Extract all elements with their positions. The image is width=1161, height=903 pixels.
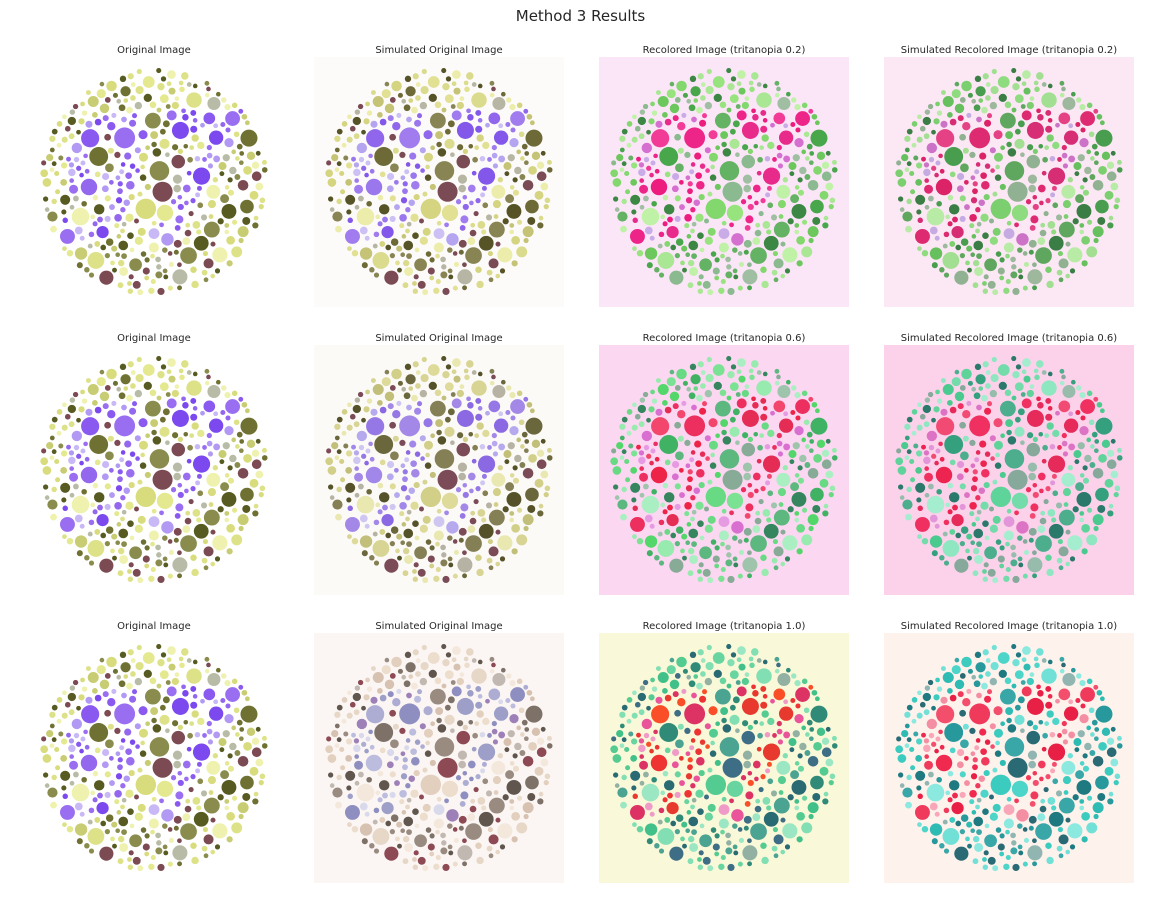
ishihara-plate-image (314, 633, 564, 883)
subplot-title: Original Image (117, 621, 191, 632)
ishihara-plate-image (29, 345, 279, 595)
subplot-title: Simulated Recolored Image (tritanopia 1.… (900, 621, 1118, 632)
ishihara-plate-image (884, 633, 1134, 883)
ishihara-plate-image (599, 57, 849, 307)
ishihara-plate-image (314, 57, 564, 307)
subplot-r2c1: Simulated Original Image (314, 607, 564, 883)
ishihara-plate-image (29, 57, 279, 307)
ishihara-plate-image (884, 57, 1134, 307)
subplot-r1c1: Simulated Original Image (314, 319, 564, 595)
subplot-r0c2: Recolored Image (tritanopia 0.2) (599, 31, 849, 307)
subplot-title: Simulated Recolored Image (tritanopia 0.… (900, 333, 1118, 344)
subplot-r2c2: Recolored Image (tritanopia 1.0) (599, 607, 849, 883)
subplot-title: Recolored Image (tritanopia 0.2) (642, 45, 806, 56)
ishihara-plate-image (599, 345, 849, 595)
subplot-title: Original Image (117, 45, 191, 56)
subplot-r1c0: Original Image (29, 319, 279, 595)
subplot-r2c3: Simulated Recolored Image (tritanopia 1.… (884, 607, 1134, 883)
subplot-title: Simulated Original Image (375, 621, 503, 632)
subplot-title: Recolored Image (tritanopia 0.6) (642, 333, 806, 344)
subplot-r2c0: Original Image (29, 607, 279, 883)
figure-title: Method 3 Results (515, 7, 646, 25)
subplot-r1c2: Recolored Image (tritanopia 0.6) (599, 319, 849, 595)
ishihara-plate-image (29, 633, 279, 883)
subplot-r0c0: Original Image (29, 31, 279, 307)
subplot-title: Simulated Recolored Image (tritanopia 0.… (900, 45, 1118, 56)
subplot-title: Original Image (117, 333, 191, 344)
ishihara-plate-image (599, 633, 849, 883)
subplot-r1c3: Simulated Recolored Image (tritanopia 0.… (884, 319, 1134, 595)
ishihara-plate-image (884, 345, 1134, 595)
subplot-r0c1: Simulated Original Image (314, 31, 564, 307)
subplot-title: Simulated Original Image (375, 333, 503, 344)
ishihara-plate-image (314, 345, 564, 595)
plates-grid: Original Image Simulated Original Image … (0, 31, 1161, 895)
subplot-r0c3: Simulated Recolored Image (tritanopia 0.… (884, 31, 1134, 307)
subplot-title: Simulated Original Image (375, 45, 503, 56)
subplot-title: Recolored Image (tritanopia 1.0) (642, 621, 806, 632)
